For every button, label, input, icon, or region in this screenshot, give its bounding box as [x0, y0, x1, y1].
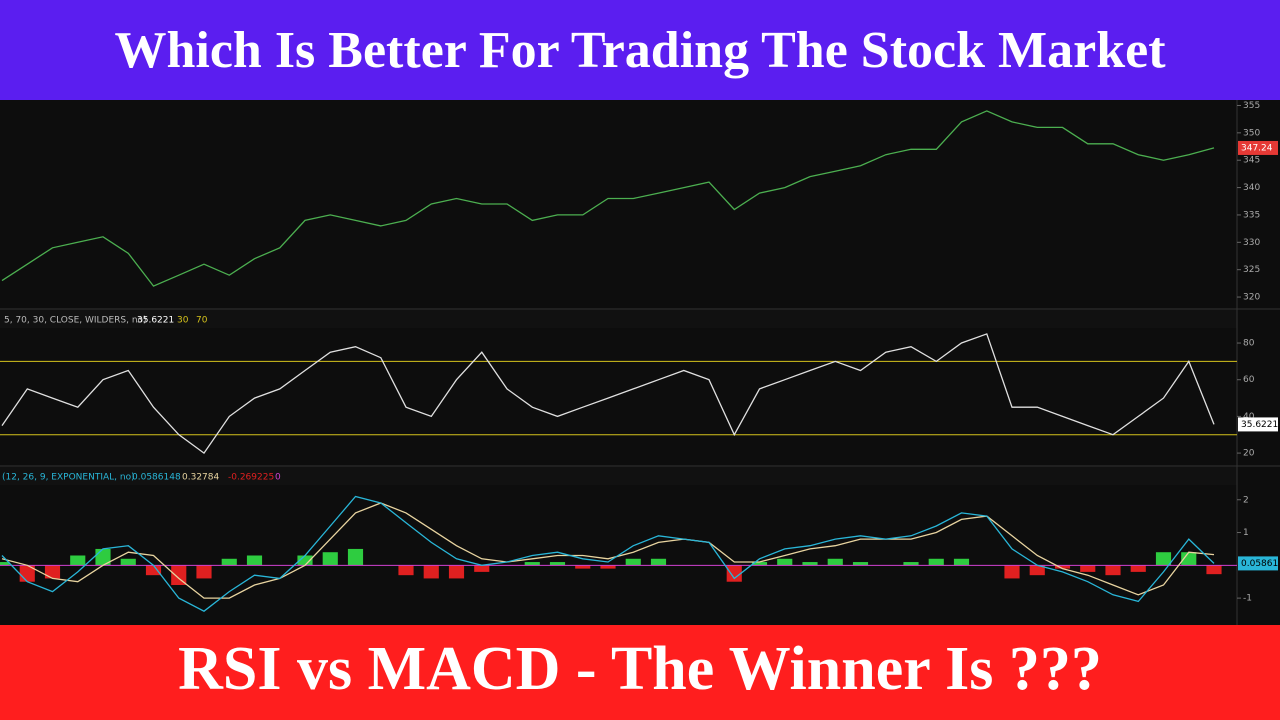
y-tick-label: 340 [1243, 183, 1260, 193]
y-tick-label: 40 [1243, 412, 1255, 422]
histogram-bar [0, 562, 10, 566]
histogram-bar [44, 565, 61, 579]
y-tick-label: 20 [1243, 449, 1255, 459]
rsi-overbought: 70 [196, 316, 208, 326]
histogram-bar [347, 548, 364, 566]
macd-header-bar [0, 467, 1237, 485]
y-tick-label: 320 [1243, 293, 1260, 303]
macd-value: 0.0586148 [132, 473, 181, 483]
macd-line [1, 502, 1215, 599]
y-tick-label: 325 [1243, 265, 1260, 275]
histogram-bar [625, 558, 641, 566]
banner-title: Which Is Better For Trading The Stock Ma… [114, 22, 1166, 79]
histogram-bar [1181, 552, 1197, 566]
histogram-bar [1054, 565, 1071, 569]
histogram-bar [777, 558, 793, 566]
y-tick-label: 60 [1243, 375, 1255, 385]
histogram-bar [953, 558, 970, 566]
histogram-bar [726, 565, 742, 582]
macd-avg: 0.32784 [182, 473, 219, 483]
histogram-bar [322, 552, 338, 566]
histogram-bar [524, 562, 540, 566]
macd-last-label: 0.05861 [1241, 559, 1278, 569]
histogram-bar [297, 555, 313, 566]
histogram-bar [903, 562, 919, 566]
last-price-label-box [1238, 140, 1278, 155]
rsi-params: 5, 70, 30, CLOSE, WILDERS, no) [4, 316, 147, 326]
histogram-bar [196, 565, 212, 579]
histogram-bar [423, 565, 439, 579]
last-price-label: 347.24 [1241, 143, 1273, 153]
histogram-bar [448, 565, 465, 579]
macd-diff: -0.269225 [228, 473, 274, 483]
histogram-bar [575, 565, 591, 569]
histogram-bar [171, 565, 187, 585]
histogram-bar [928, 558, 944, 566]
macd-zero: 0 [275, 473, 281, 483]
histogram-bar [246, 555, 263, 566]
chart-area [0, 100, 1280, 625]
y-tick-label: 345 [1243, 156, 1260, 166]
histogram-bar [802, 562, 818, 566]
bottom-banner [0, 625, 1280, 720]
y-tick-label: 355 [1243, 101, 1260, 111]
price-line [1, 333, 1215, 455]
rsi-value: 35.6221 [137, 316, 174, 326]
macd-params: (12, 26, 9, EXPONENTIAL, no) [2, 473, 135, 483]
histogram-bar [1206, 565, 1222, 575]
top-banner [0, 0, 1280, 100]
histogram-bar [120, 558, 136, 566]
price-line [1, 110, 1215, 287]
histogram-bar [1105, 565, 1121, 576]
histogram-bar [398, 565, 414, 576]
rsi-header-bar [0, 310, 1237, 328]
histogram-bar [1155, 552, 1172, 566]
histogram-bar [1080, 565, 1096, 572]
histogram-bar [221, 558, 237, 566]
y-tick-label: 80 [1243, 339, 1255, 349]
histogram-bar [1029, 565, 1045, 576]
histogram-bar [70, 555, 86, 566]
rsi-oversold: 30 [177, 316, 189, 326]
macd-last-label-box [1238, 556, 1278, 571]
histogram-bar [600, 565, 616, 569]
y-tick-label: 350 [1243, 128, 1260, 138]
banner-title: RSI vs MACD - The Winner Is ??? [178, 635, 1102, 703]
histogram-bar [549, 562, 566, 566]
histogram-bar [650, 558, 667, 566]
histogram-bar [474, 565, 490, 572]
histogram-bar [145, 565, 162, 576]
histogram-bar [1130, 565, 1146, 572]
histogram-bar [1004, 565, 1020, 579]
macd-line [1, 495, 1215, 612]
last-value-label: 35.6221 [1241, 420, 1278, 430]
y-tick-label: 335 [1243, 210, 1260, 220]
last-value-label-box [1238, 417, 1278, 432]
y-tick-label: 2 [1243, 495, 1249, 505]
histogram-bar [852, 562, 869, 566]
histogram-bar [827, 558, 843, 566]
y-tick-label: 1 [1243, 528, 1249, 538]
y-tick-label: -1 [1243, 594, 1252, 604]
histogram-bar [751, 562, 768, 566]
y-tick-label: 330 [1243, 238, 1260, 248]
